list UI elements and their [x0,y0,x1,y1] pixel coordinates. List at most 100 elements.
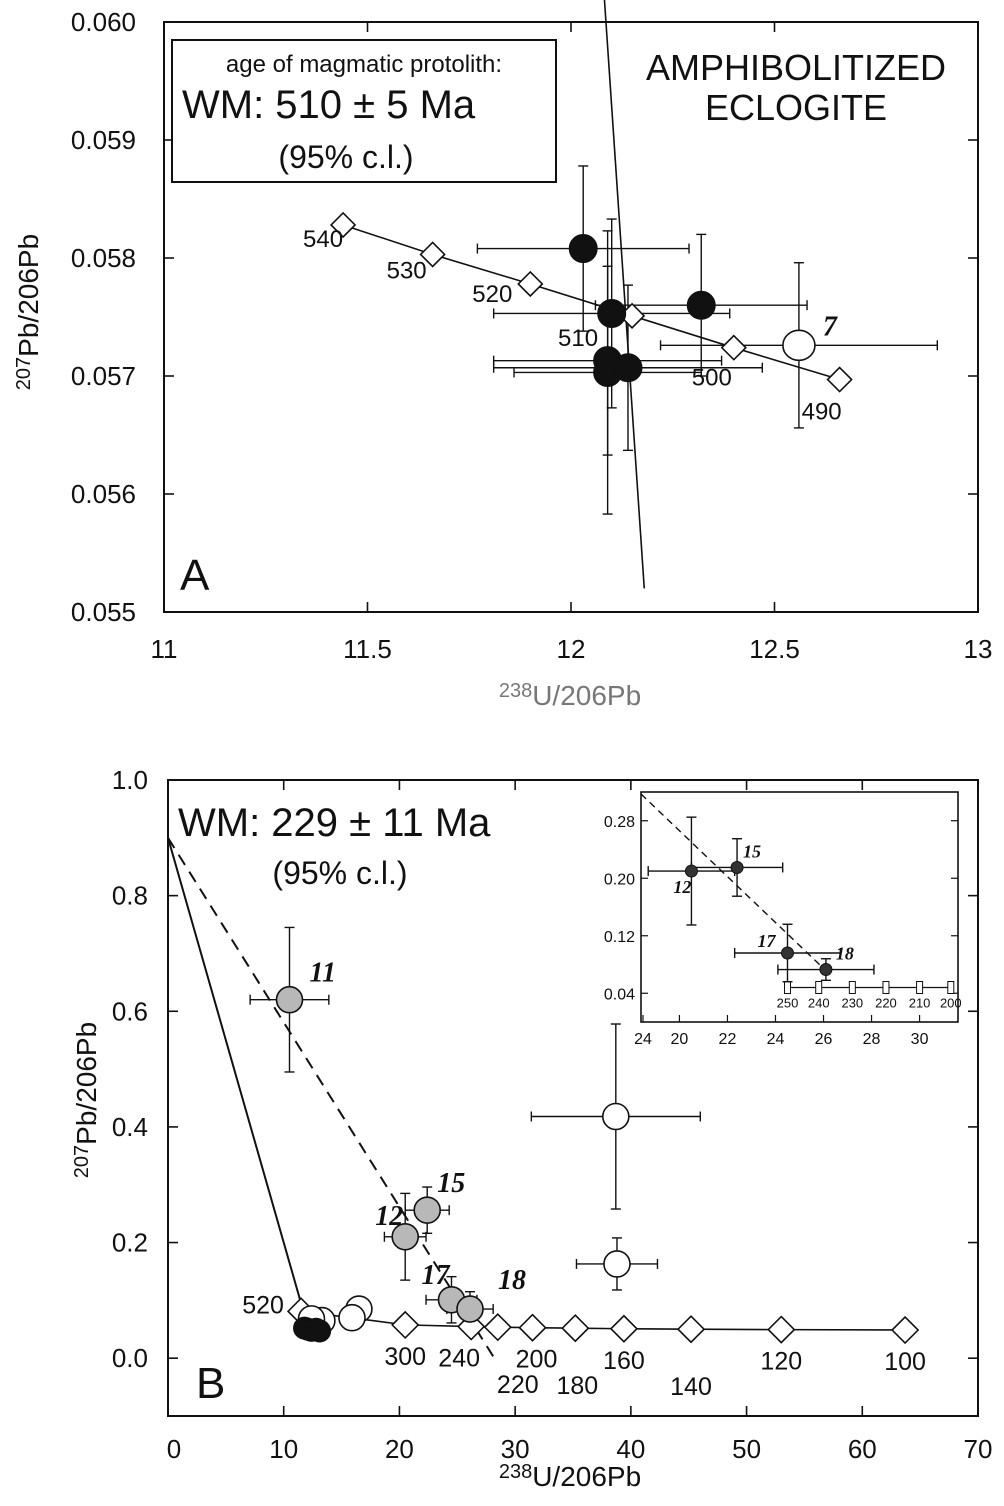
a-x-tick-label: 11 [151,634,178,664]
b-concordia-marker [561,1314,590,1343]
b-concordia-marker [609,1314,639,1343]
a-data-point-filled [613,353,643,383]
inset-concordia-label: 240 [808,996,830,1011]
a-concordia-marker [517,270,544,298]
b-textbox-line2: (95% c.l.) [272,855,407,891]
b-x-axis-label: 238U/206Pb [499,1461,641,1492]
b-inset: 24 20 22 24 26 28 30 0.04 0.12 0.20 0.28 250 240 230 2… [604,791,962,1048]
b-data-point-label: 12 [375,1201,403,1232]
a-textbox-line1: age of magmatic protolith: [226,51,502,78]
a-concordia-label: 510 [558,325,598,352]
a-y-tick-label: 0.057 [71,361,136,391]
a-x-label-mid: U/206 [532,680,607,711]
a-x-label-end: Pb [607,680,641,711]
a-concordia-label: 500 [692,365,732,392]
b-y-label-end: Pb [71,1022,102,1056]
inset-data-point-label: 15 [743,841,761,861]
a-textbox [171,39,557,183]
b-data-point-label: 11 [310,958,336,989]
b-x-tick-label: 70 [964,1434,993,1464]
a-x-label-sup: 238 [499,680,532,702]
inset-concordia-label: 220 [875,996,897,1011]
b-x-tick-label: 10 [269,1434,298,1464]
b-data-point-filled [308,1319,332,1343]
b-concordia-marker [483,1313,512,1342]
inset-concordia-marker [848,981,856,994]
b-y-tick-label: 0.2 [112,1228,148,1258]
b-y-tick-label: 0.0 [112,1343,148,1373]
b-dashed-line [167,837,496,1359]
inset-data-point [684,864,698,878]
b-concordia-label: 200 [516,1346,558,1374]
b-concordia-marker [391,1310,420,1340]
a-x-tick-label: 12.5 [749,634,800,664]
b-x-label-mid: U/206 [532,1461,607,1492]
b-y-label-sup: 207 [71,1145,93,1178]
a-data-point-filled [597,298,627,328]
inset-concordia-marker [783,981,791,994]
inset-x-tick-label: 26 [815,1031,833,1048]
b-data-point-label: 18 [498,1265,526,1296]
panel-a: 11 11.5 12 12.5 13 0.055 0.056 0.057 0.058 0.059 0… [13,0,992,711]
a-y-tick-label: 0.055 [71,597,136,627]
inset-data-point [819,963,833,977]
inset-x-tick-label: 30 [911,1031,929,1048]
a-concordia-marker [720,334,747,361]
b-data-point-open [603,1250,631,1278]
b-concordia-marker [676,1315,706,1344]
a-y-tick-label: 0.058 [71,243,136,273]
a-y-tick-label: 0.056 [71,479,136,509]
a-concordia-label: 490 [802,399,842,426]
inset-x-tick-label: 24 [767,1031,785,1048]
inset-y-tick-label: 0.04 [604,986,635,1003]
a-concordia-marker [329,211,357,239]
b-x-tick-label: 20 [385,1434,414,1464]
inset-x-tick-label: 28 [863,1031,881,1048]
a-axis-ticks [163,21,979,613]
plot-frame-b [167,779,979,1417]
b-y-tick-label: 0.8 [112,881,148,911]
b-concordia-label: 100 [884,1348,926,1376]
b-concordia-label: 180 [556,1372,598,1400]
inset-data-point [780,946,794,960]
b-x-label-sup: 238 [499,1461,532,1483]
a-y-label-mid: Pb/206 [13,268,44,357]
b-concordia-marker [767,1315,796,1344]
b-axis-tick-labels: 0 10 20 30 40 50 60 70 0.0 0.2 0.4 0.6 0.8 1.0 [112,765,993,1464]
b-concordia-label: 140 [670,1373,712,1401]
b-x-tick-label: 0 [167,1434,181,1464]
a-y-tick-label: 0.059 [71,125,136,155]
a-concordia-label: 540 [303,226,343,253]
a-textbox-line2: WM: 510 ± 5 Ma [182,83,476,127]
panel-b: 0 10 20 30 40 50 60 700.00.20.40.60.81.0 520300… [71,765,992,1492]
inset-x-tick-label: 22 [719,1031,737,1048]
b-x-tick-label: 60 [848,1434,877,1464]
inset-y-tick-label: 0.20 [604,871,635,888]
a-concordia-marker [419,241,446,268]
inset-concordia-label: 200 [940,996,962,1011]
b-concordia-label: 240 [438,1345,480,1373]
a-x-axis-label: 238U/206Pb [499,680,641,711]
a-y-tick-label: 0.060 [71,7,136,37]
b-concordia-marker [890,1315,920,1345]
a-data-point-filled [686,290,716,320]
b-axis-ticks [167,779,979,1416]
b-data-point-label: 17 [422,1260,451,1291]
b-data-point-grey [413,1196,442,1224]
a-concordia-label: 520 [472,281,512,308]
a-y-label-sup: 207 [13,357,35,390]
b-concordia-line [300,1310,906,1331]
b-concordia-label: 520 [242,1291,284,1319]
inset-concordia-label: 230 [841,996,863,1011]
a-y-axis-label: 207Pb/206Pb [13,234,44,390]
b-y-axis-label: 207Pb/206Pb [71,1022,102,1178]
inset-data-point [730,860,744,874]
b-y-tick-label: 1.0 [112,765,148,795]
inset-concordia-marker [916,981,924,994]
inset-concordia-marker [815,981,823,994]
inset-concordia-label: 210 [909,996,931,1011]
a-regression-line [603,0,646,589]
b-concordia-marker [518,1313,547,1342]
inset-frame [640,791,959,1023]
